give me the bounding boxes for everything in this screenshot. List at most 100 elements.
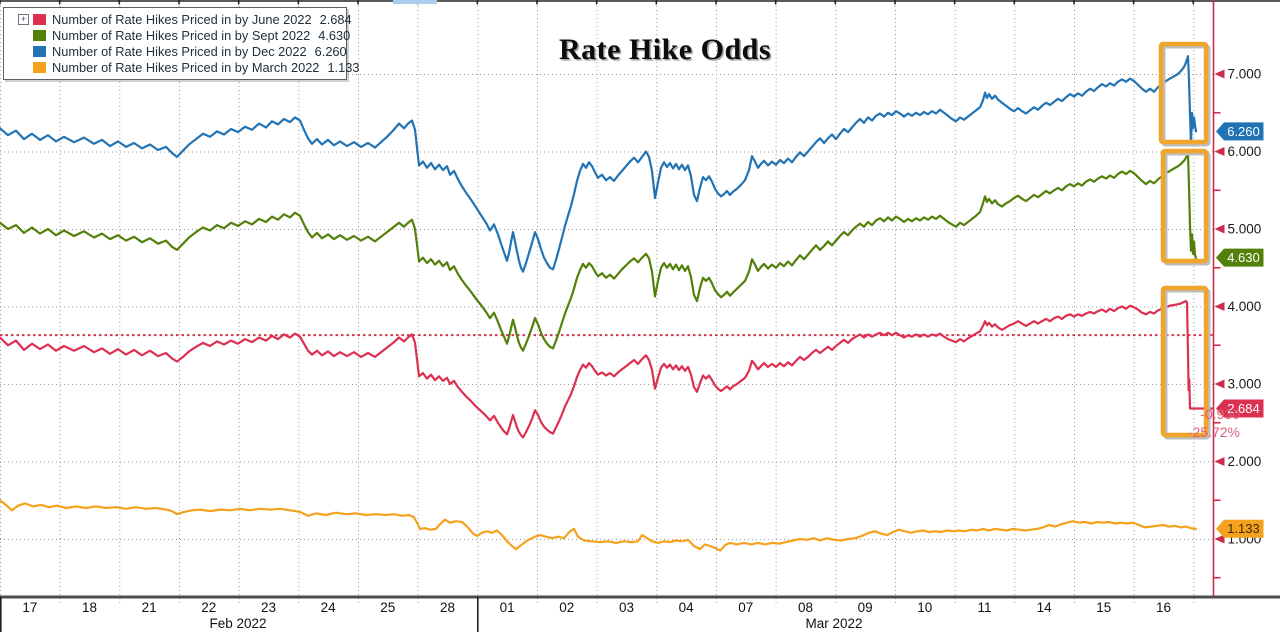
last-value-badge (1216, 248, 1264, 267)
y-tick-arrow-icon (1214, 302, 1225, 311)
top-tick (595, 0, 598, 5)
top-tick (953, 0, 956, 5)
legend-label: Number of Rate Hikes Priced in by Sept 2… (52, 27, 311, 43)
top-tick (357, 0, 359, 5)
highlight-box (1158, 41, 1209, 145)
x-tick-label: 10 (917, 600, 932, 615)
x-tick-label: 14 (1037, 600, 1053, 615)
y-tick-arrow-icon (1214, 224, 1225, 234)
y-tick-label: 5.000 (1228, 222, 1262, 237)
last-value-badge (1216, 399, 1264, 418)
legend: + Number of Rate Hikes Priced in by June … (3, 7, 359, 80)
y-tick-arrow-icon (1214, 147, 1225, 156)
highlight-box (1160, 148, 1209, 264)
top-tick (237, 0, 240, 5)
legend-color-swatch (33, 61, 46, 73)
x-tick-label: 11 (977, 600, 991, 615)
x-tick-label: 07 (738, 600, 753, 615)
legend-label: Number of Rate Hikes Priced in by June 2… (52, 11, 312, 27)
top-tick (1192, 0, 1195, 5)
last-value-badge (1216, 519, 1264, 538)
y-tick-arrow-icon (1214, 457, 1225, 466)
legend-value: 6.260 (314, 43, 347, 59)
x-tick-label: 03 (619, 600, 634, 615)
top-tick (655, 0, 658, 5)
top-border (0, 0, 1280, 2)
legend-color-swatch (33, 13, 46, 25)
top-tick (297, 0, 300, 5)
change-pct-annotation: -25.72% (1188, 424, 1240, 440)
series-line-6.260 (0, 55, 1198, 273)
series-group (0, 55, 1214, 552)
series-line-1.133 (0, 499, 1198, 552)
month-label: Mar 2022 (805, 616, 862, 631)
x-tick-label: 09 (858, 600, 873, 615)
legend-color-swatch (33, 29, 46, 41)
top-tick (894, 0, 896, 5)
legend-value: 1.133 (327, 59, 360, 75)
y-tick-arrow-icon (1214, 379, 1225, 389)
y-tick-arrow-icon (1214, 534, 1225, 544)
x-tick-label: 04 (679, 600, 695, 615)
top-tick (536, 0, 538, 5)
x-axis-line (0, 595, 1280, 599)
x-tick-label: 08 (798, 600, 813, 615)
legend-item[interactable]: Number of Rate Hikes Priced in by Dec 20… (18, 43, 347, 59)
x-tick-label: 15 (1096, 600, 1111, 615)
highlight-box-shadow (1163, 288, 1211, 440)
y-tick-label: 4.000 (1228, 299, 1262, 314)
y-tick-label: 3.000 (1228, 377, 1262, 392)
y-tick-label: 7.000 (1228, 67, 1262, 82)
top-tick (476, 0, 479, 5)
top-scrollbar-thumb[interactable] (393, 0, 437, 4)
top-tick (118, 0, 121, 5)
x-tick-label: 16 (1156, 600, 1171, 615)
x-tick-label: 24 (321, 600, 337, 615)
x-tick-label: 17 (22, 600, 37, 615)
x-tick-label: 28 (440, 600, 455, 615)
legend-color-swatch (33, 45, 46, 57)
last-value-badge-label: 2.684 (1227, 401, 1260, 416)
top-tick (58, 0, 61, 5)
legend-expand-icon[interactable]: + (18, 13, 29, 25)
top-tick (178, 0, 180, 5)
x-tick-label: 21 (142, 600, 157, 615)
legend-item[interactable]: Number of Rate Hikes Priced in by March … (18, 59, 359, 75)
gridlines (0, 2, 1214, 603)
top-tick (774, 0, 777, 5)
highlight-box-shadow (1163, 151, 1211, 266)
top-tick (1073, 0, 1075, 5)
month-label: Feb 2022 (209, 616, 266, 631)
highlight-box (1160, 285, 1209, 438)
y-tick-arrow-icon (1214, 69, 1225, 79)
x-tick-label: 23 (261, 600, 276, 615)
x-tick-label: 25 (380, 600, 395, 615)
top-tick (834, 0, 837, 5)
top-tick (1132, 0, 1135, 5)
x-tick-label: 02 (559, 600, 574, 615)
change-annotation: -0.930 (1200, 406, 1240, 422)
x-tick-label: 22 (201, 600, 216, 615)
last-value-badge-label: 1.133 (1227, 521, 1260, 536)
series-line-4.630 (0, 151, 1198, 352)
legend-label: Number of Rate Hikes Priced in by Dec 20… (52, 43, 307, 59)
legend-value: 2.684 (319, 11, 352, 27)
last-value-badge-label: 4.630 (1227, 250, 1260, 265)
last-value-badge-label: 6.260 (1227, 124, 1260, 139)
highlight-box-shadow (1161, 44, 1211, 147)
top-tick (0, 0, 1, 5)
legend-item[interactable]: + Number of Rate Hikes Priced in by June … (18, 11, 352, 27)
last-value-badge (1216, 122, 1264, 141)
y-tick-label: 6.000 (1228, 144, 1262, 159)
legend-value: 4.630 (318, 27, 351, 43)
x-tick-label: 18 (82, 600, 97, 615)
legend-item[interactable]: Number of Rate Hikes Priced in by Sept 2… (18, 27, 350, 43)
top-tick (715, 0, 717, 5)
legend-label: Number of Rate Hikes Priced in by March … (52, 59, 320, 75)
x-tick-label: 01 (500, 600, 515, 615)
top-tick (1013, 0, 1016, 5)
series-line-2.684 (0, 300, 1214, 439)
highlight-boxes (1158, 41, 1211, 440)
